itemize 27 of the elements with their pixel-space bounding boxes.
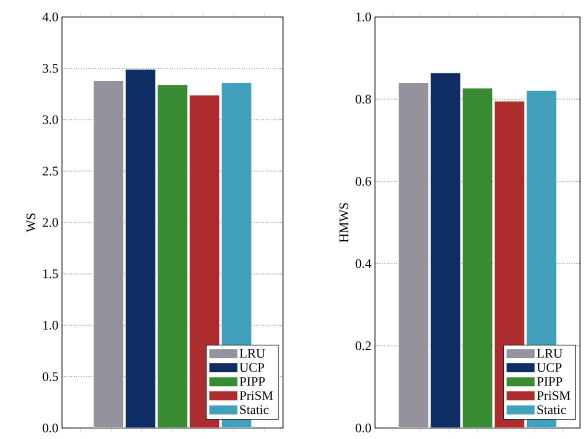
y-tick-label: 1.5 (43, 269, 58, 278)
legend-label: LRU (240, 349, 266, 358)
legend-label: PIPP (537, 377, 562, 386)
y-tick-label: 0.6 (356, 176, 372, 186)
legend-label: LRU (537, 349, 562, 358)
y-tick-label: 4.0 (42, 12, 58, 22)
y-axis-title: WS (26, 214, 36, 232)
legend-label: Static (538, 405, 566, 414)
y-tick-label: 0.0 (356, 424, 371, 432)
y-tick-label: 0.8 (356, 94, 371, 104)
y-tick-label: 1.0 (43, 320, 58, 330)
y-tick-label: 2.5 (42, 166, 58, 176)
legend-label: UCP (536, 363, 562, 372)
y-tick-label: 1.0 (356, 12, 371, 22)
y-tick-label: 0.2 (356, 341, 371, 350)
legend-label: PriSM (537, 391, 570, 400)
legend-label: Static (240, 405, 269, 414)
y-tick-label: 0.0 (42, 424, 58, 432)
y-tick-label: 0.4 (356, 259, 372, 268)
y-tick-label: 0.5 (42, 372, 58, 382)
legend-label: PIPP (240, 377, 265, 386)
y-axis-title: HMWS (340, 203, 348, 242)
y-tick-label: 2.0 (42, 218, 58, 227)
legend-label: PriSM (240, 391, 273, 400)
legend-label: UCP (240, 363, 264, 372)
y-tick-label: 3.5 (42, 64, 58, 73)
y-tick-label: 3.0 (42, 115, 58, 124)
